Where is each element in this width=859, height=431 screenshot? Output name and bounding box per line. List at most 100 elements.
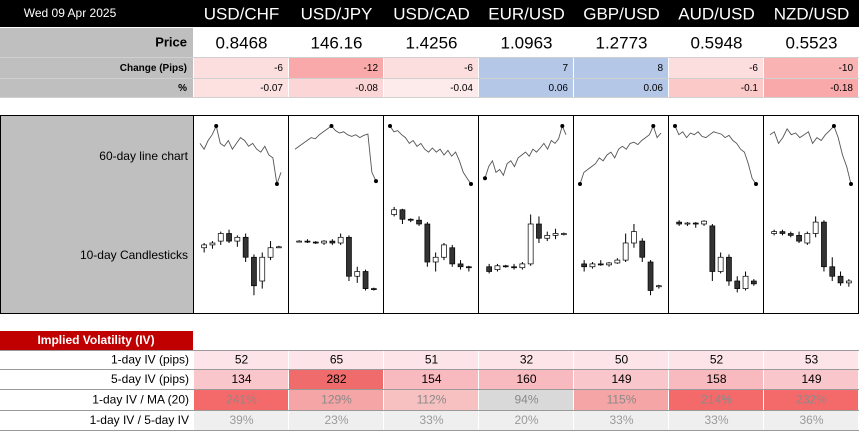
iv-value: 33% [704,413,728,427]
candle-body [354,271,361,277]
cell-bg [384,79,478,97]
candle-body [787,233,794,236]
sparkline [294,125,377,182]
cell-bg [289,351,383,369]
cell-bg [384,351,478,369]
candle-body [676,221,683,225]
cell-bg [479,79,573,97]
iv-label: 1-day IV / MA (20) [92,393,189,407]
cell-bg [669,351,763,369]
iv-value: 112% [417,393,447,407]
candle-body [750,280,757,285]
candle-body [812,221,819,234]
candle-body [432,256,439,263]
candle-body [407,218,414,221]
price: 0.5948 [691,33,743,52]
candle-body [494,265,501,270]
date: Wed 09 Apr 2025 [24,6,117,20]
price: 1.2773 [596,33,648,52]
extreme-dot [374,179,378,184]
candle-body [329,240,336,244]
sparkline [579,124,662,185]
candle-body [399,209,406,220]
candle-body [771,231,778,234]
price: 0.5523 [786,33,838,52]
iv-value: 51 [425,353,439,367]
pair-header: EUR/USD [488,4,565,23]
sparkline [674,125,757,185]
candle-body [209,242,216,246]
iv-value: 53 [805,353,819,367]
sparkline [389,125,472,185]
sparkline [199,124,282,185]
sparkline [484,124,567,179]
candle-body [779,231,786,234]
iv-value: 32 [520,353,534,367]
candle-body [242,236,249,258]
candle-body [441,244,447,258]
cell-bg [574,370,668,389]
candle-body [544,235,551,239]
candle-body [804,233,811,244]
candle-body [655,285,662,288]
candle-body [346,236,352,277]
price: 1.4256 [406,33,458,52]
iv-value: 149 [801,372,821,386]
cell-bg [289,390,383,410]
pair-header: NZD/USD [774,4,850,23]
candle-body [821,221,827,268]
cell-bg [479,58,573,78]
candle-body [201,244,207,249]
candle-body [717,256,724,272]
cell-bg [289,79,383,97]
change: -0.04 [450,83,473,94]
cell-bg [669,79,763,97]
iv-value: 52 [710,353,724,367]
iv-value: 154 [421,372,441,386]
sparkline [769,125,852,185]
iv-value: 36% [799,413,823,427]
cell-bg [384,370,478,389]
iv-label: 1-day IV (pips) [111,353,189,367]
candle-body [416,219,422,225]
extreme-dot [651,124,656,128]
iv-value: 129% [321,393,352,407]
candle-body [226,233,232,242]
candle-body [519,263,526,269]
cell-bg [574,390,668,410]
candle-body [502,265,509,268]
candle-body [734,280,741,289]
cell-bg [289,58,383,78]
cell-bg [289,411,383,430]
iv-value: 65 [330,353,344,367]
candle-body [511,266,517,269]
iv-value: 158 [706,372,726,386]
extreme-dot [849,182,853,186]
candle-body [234,236,241,242]
price: 0.8468 [216,33,268,52]
label-col [1,116,193,313]
change: -6 [749,63,758,74]
candle-body [304,240,311,243]
extreme-dot [388,124,392,128]
iv-value: 23% [324,413,348,427]
cell-bg [764,411,858,430]
cell-bg [384,58,478,78]
extreme-dot [754,182,758,186]
cell-bg [194,370,288,389]
line-label: 60-day line chart [99,149,188,163]
cell-bg [574,58,668,78]
candle-body [312,241,319,244]
candle-body [684,222,691,225]
iv-value: 232% [796,393,827,407]
price: 146.16 [311,33,363,52]
cell-bg [574,351,668,369]
iv-value: 149 [611,372,631,386]
change: 0.06 [644,83,664,94]
cell-bg [764,79,858,97]
candle-body [217,233,224,242]
pair-header: USD/CHF [204,4,280,23]
change: -0.07 [260,83,283,94]
extreme-dot [831,124,836,128]
candle-body [796,235,802,242]
